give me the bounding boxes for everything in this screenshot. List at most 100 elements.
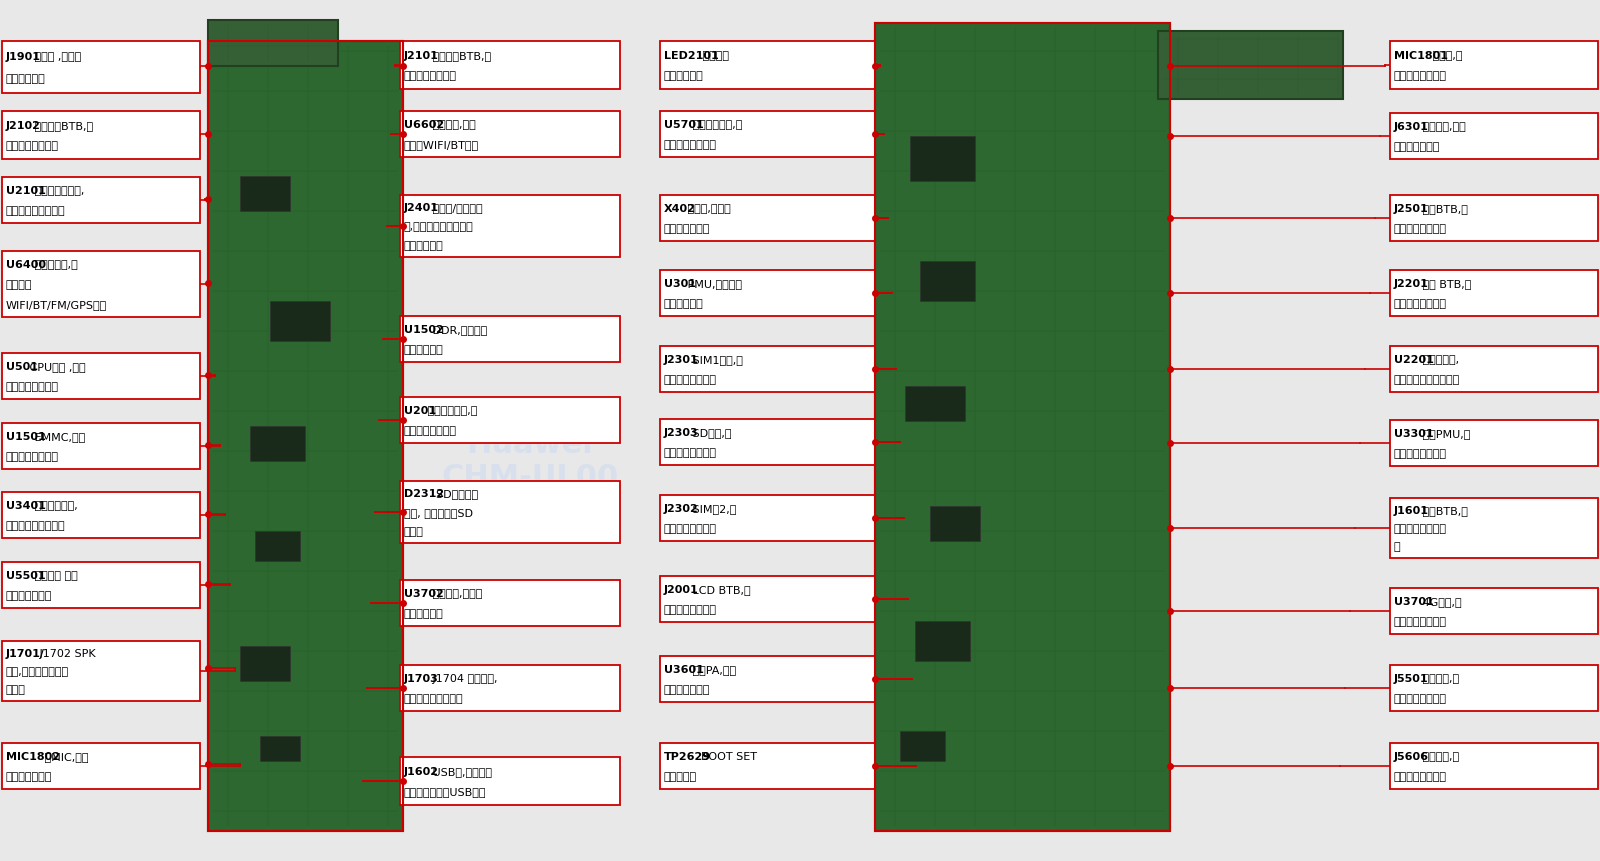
Text: 主摄像头BTB,损: 主摄像头BTB,损 <box>429 51 491 60</box>
Text: 射频开关,损坏会: 射频开关,损坏会 <box>429 589 482 599</box>
Bar <box>400 481 621 543</box>
Bar <box>1390 195 1598 241</box>
Text: LCD BTB,损: LCD BTB,损 <box>688 585 750 595</box>
Bar <box>906 386 965 421</box>
Bar <box>930 506 979 541</box>
Text: U3401: U3401 <box>6 501 46 511</box>
Text: 音量失调故障: 音量失调故障 <box>403 241 443 251</box>
Text: 坏会造成充电故障: 坏会造成充电故障 <box>403 426 458 436</box>
Text: J1704 马达弹片,: J1704 马达弹片, <box>429 674 498 684</box>
Bar <box>208 41 403 831</box>
Text: 坏会造成显示故障: 坏会造成显示故障 <box>664 605 717 615</box>
Text: 坏会造成: 坏会造成 <box>6 280 32 290</box>
Text: 坏会造成信号故障: 坏会造成信号故障 <box>1394 617 1446 627</box>
Text: 坏会造成触屏故障: 坏会造成触屏故障 <box>1394 224 1446 234</box>
Text: J2301: J2301 <box>664 355 699 365</box>
Bar <box>1390 270 1598 316</box>
Text: J2102: J2102 <box>6 121 42 131</box>
Text: D2312: D2312 <box>403 489 445 499</box>
Text: 天线弹片,损: 天线弹片,损 <box>1419 752 1459 762</box>
Text: 摄像头供电芯片,: 摄像头供电芯片, <box>30 186 85 196</box>
Text: 四合一芯片,损: 四合一芯片,损 <box>30 260 77 270</box>
Text: SIM卡2,损: SIM卡2,损 <box>688 504 736 514</box>
Text: 卡故障: 卡故障 <box>403 527 424 536</box>
Bar <box>661 419 875 465</box>
Bar <box>661 656 875 702</box>
Text: U5701: U5701 <box>664 120 704 130</box>
Bar <box>1390 346 1598 392</box>
Text: 耳机座 ,损坏会: 耳机座 ,损坏会 <box>30 52 82 62</box>
Bar <box>2 743 200 789</box>
Text: 加速度芯片,: 加速度芯片, <box>1419 355 1459 365</box>
Text: 射频收发芯片,: 射频收发芯片, <box>30 501 77 511</box>
Bar <box>2 492 200 538</box>
Text: 坏会造成认卡故障: 坏会造成认卡故障 <box>664 524 717 534</box>
Bar <box>1390 41 1598 89</box>
Bar <box>661 270 875 316</box>
Bar <box>2 353 200 399</box>
Bar <box>400 757 621 805</box>
Text: SIM1卡座,损: SIM1卡座,损 <box>688 355 742 365</box>
Bar <box>661 576 875 622</box>
Text: 分集天线,损坏: 分集天线,损坏 <box>1419 122 1466 132</box>
Text: 主时钟,损坏会: 主时钟,损坏会 <box>683 204 731 214</box>
Text: 射频开关,损坏: 射频开关,损坏 <box>429 120 475 130</box>
Text: 射频PMU,损: 射频PMU,损 <box>1419 429 1470 439</box>
Text: U201: U201 <box>403 406 437 416</box>
Text: 副麦克,损: 副麦克,损 <box>1429 51 1462 60</box>
Text: J6301: J6301 <box>1394 122 1429 132</box>
Text: 坏会造成信号故障: 坏会造成信号故障 <box>1394 772 1446 782</box>
Text: 造成耳机故障: 造成耳机故障 <box>6 74 46 84</box>
Text: CPU芯片 ,损坏: CPU芯片 ,损坏 <box>26 362 85 372</box>
Text: 会造成信号故障: 会造成信号故障 <box>6 591 53 601</box>
Text: 器故障: 器故障 <box>6 685 26 695</box>
Bar <box>899 731 946 761</box>
Text: J1703: J1703 <box>403 674 438 684</box>
Bar <box>1390 420 1598 466</box>
Text: 副摄像头BTB,损: 副摄像头BTB,损 <box>30 121 93 131</box>
Text: J5501: J5501 <box>1394 674 1429 684</box>
Bar <box>661 743 875 789</box>
Text: 损坏会造成振动故障: 损坏会造成振动故障 <box>403 694 464 704</box>
Text: 成不开机故障: 成不开机故障 <box>664 299 704 309</box>
Text: U3601: U3601 <box>664 665 704 675</box>
Text: 4G功放,损: 4G功放,损 <box>1419 597 1461 607</box>
Text: MIC1802: MIC1802 <box>6 752 61 762</box>
Text: U6400: U6400 <box>6 260 46 270</box>
Text: J2201: J2201 <box>1394 279 1429 289</box>
Text: PMU,损坏会造: PMU,损坏会造 <box>683 279 742 289</box>
Text: U2201: U2201 <box>1394 355 1434 365</box>
Text: 主MIC,损坏: 主MIC,损坏 <box>40 752 88 762</box>
Text: 开机键/音量键弹: 开机键/音量键弹 <box>429 203 483 214</box>
Text: U3301: U3301 <box>1394 429 1434 439</box>
Bar <box>270 301 330 341</box>
Text: J1901: J1901 <box>6 52 42 62</box>
Bar <box>915 621 970 661</box>
Bar <box>400 665 621 711</box>
Bar <box>1390 665 1598 711</box>
Text: 射频开关 损坏: 射频开关 损坏 <box>30 571 77 581</box>
Bar <box>2 177 200 223</box>
Text: 坏会造成认卡故障: 坏会造成认卡故障 <box>664 375 717 385</box>
Bar <box>910 136 974 181</box>
Text: 成闪光灯故障: 成闪光灯故障 <box>664 71 704 82</box>
Bar <box>240 176 290 211</box>
Bar <box>2 562 200 608</box>
Text: J2501: J2501 <box>1394 204 1429 214</box>
Text: 损坏会造成信号故障: 损坏会造成信号故障 <box>6 521 66 531</box>
Text: 造成信号故障: 造成信号故障 <box>403 609 443 619</box>
Text: J1702 SPK: J1702 SPK <box>35 648 96 659</box>
Text: 坏会造成信号故障: 坏会造成信号故障 <box>1394 449 1446 459</box>
Text: WIFI/BT/FM/GPS故障: WIFI/BT/FM/GPS故障 <box>6 300 107 310</box>
Bar <box>240 646 290 681</box>
Text: 坏会造成不开机故: 坏会造成不开机故 <box>1394 523 1446 534</box>
Text: J5606: J5606 <box>1394 752 1429 762</box>
Bar <box>400 397 621 443</box>
Text: 损坏会造: 损坏会造 <box>699 51 728 60</box>
Bar <box>875 23 1170 831</box>
Bar <box>920 261 974 301</box>
Text: U3701: U3701 <box>1394 597 1434 607</box>
Text: U5501: U5501 <box>6 571 46 581</box>
Bar <box>400 316 621 362</box>
Bar <box>2 111 200 159</box>
